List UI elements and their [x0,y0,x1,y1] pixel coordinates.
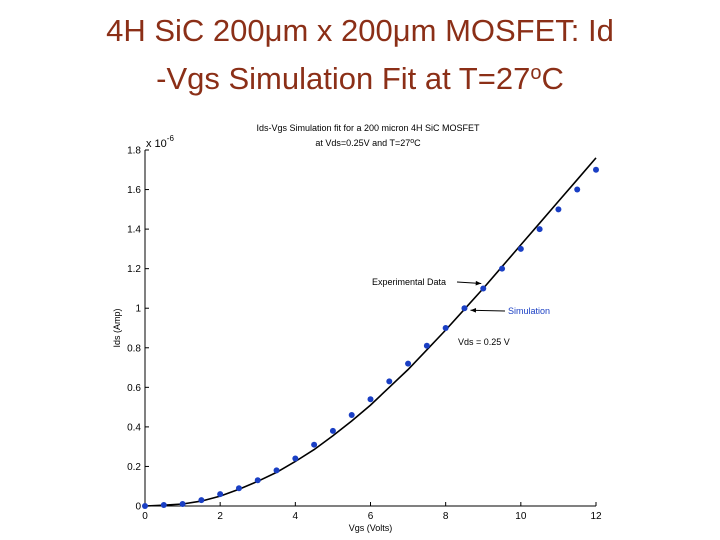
experimental-data-point [536,226,543,233]
slide-title-line-2: -Vgs Simulation Fit at T=27oC [0,52,720,100]
y-tick-label: 0.4 [127,422,141,433]
experimental-data-point [254,477,261,484]
experimental-data-point [142,503,148,509]
y-tick-label: 0.2 [127,462,141,473]
annotation-vds: Vds = 0.25 V [458,337,510,347]
x-axis-label: Vgs (Volts) [349,523,393,533]
y-tick-label: 1 [135,304,141,315]
slide-title-line-1: 4H SiC 200μm x 200μm MOSFET: Id [0,10,720,52]
experimental-data-point [442,325,449,331]
annotation-simulation-arrow-head [470,308,477,313]
experimental-data-point [367,396,374,403]
slide-title-line-2-text: -Vgs Simulation Fit at T=27 [156,61,531,96]
x-tick-label: 4 [293,511,299,522]
y-tick-label: 1.8 [127,146,141,157]
slide-title-line-2-unit: C [541,61,564,96]
y-tick-label: 0.8 [127,343,141,354]
experimental-data-point [555,206,562,213]
y-axis-multiplier-exponent: -6 [167,134,175,143]
chart-title-line-1: Ids-Vgs Simulation fit for a 200 micron … [256,123,480,133]
slide-title-degree-sup: o [530,62,542,84]
experimental-data-point [405,360,412,367]
experimental-data-point [160,502,167,509]
x-tick-label: 8 [443,511,449,522]
chart-title-line-2-unit: C [414,138,421,148]
experimental-data-point [480,285,487,292]
experimental-data-point [517,245,524,252]
plot-area: 0 2 4 6 8 10 12 0 0.2 0.4 0.6 0.8 1 1.2 1.4 1.6 1.8 Vgs (… [112,146,602,534]
y-axis-label: Ids (Amp) [112,308,122,347]
experimental-data-point [217,491,224,498]
y-tick-label: 1.6 [127,185,141,196]
y-tick-label: 1.4 [127,225,141,236]
experimental-data-point [386,378,393,385]
experimental-data-point [574,186,581,193]
chart-title-line-2-text: at Vds=0.25V and T=27 [315,138,410,148]
experimental-data-point [235,485,242,492]
x-tick-label: 12 [590,511,602,522]
x-tick-label: 0 [142,511,148,522]
experimental-data-point [348,412,355,419]
y-tick-label: 1.2 [127,264,141,275]
experimental-data-point [311,441,318,448]
y-axis-multiplier-base: x 10 [146,138,167,150]
experimental-data-point [499,265,506,272]
experimental-data-point [179,501,186,508]
annotation-experimental-arrow-head [475,280,482,286]
simulation-series-line [144,157,597,507]
y-axis-multiplier: x 10-6 [146,134,174,150]
y-tick-label: 0 [135,502,141,513]
experimental-data-point [329,427,336,434]
chart-title-line-2: at Vds=0.25V and T=27oC [315,138,421,148]
annotation-simulation: Simulation [508,306,550,316]
chart-title-degree-sup: o [410,138,414,145]
experimental-data-point [292,455,299,462]
experimental-data-point [198,497,205,504]
slide-title: 4H SiC 200μm x 200μm MOSFET: Id -Vgs Sim… [0,10,720,100]
annotation-simulation-arrow-line [470,309,506,312]
x-tick-label: 10 [515,511,527,522]
slide-title-line-1-text: 4H SiC 200μm x 200μm MOSFET: Id [106,13,614,48]
x-tick-label: 6 [368,511,374,522]
experimental-data-point [423,342,430,349]
experimental-data-point [461,305,468,312]
annotation-experimental-data: Experimental Data [372,277,446,287]
y-tick-label: 0.6 [127,383,141,394]
experimental-data-point [273,467,280,474]
x-tick-label: 2 [217,511,223,522]
experimental-data-point [593,166,599,173]
